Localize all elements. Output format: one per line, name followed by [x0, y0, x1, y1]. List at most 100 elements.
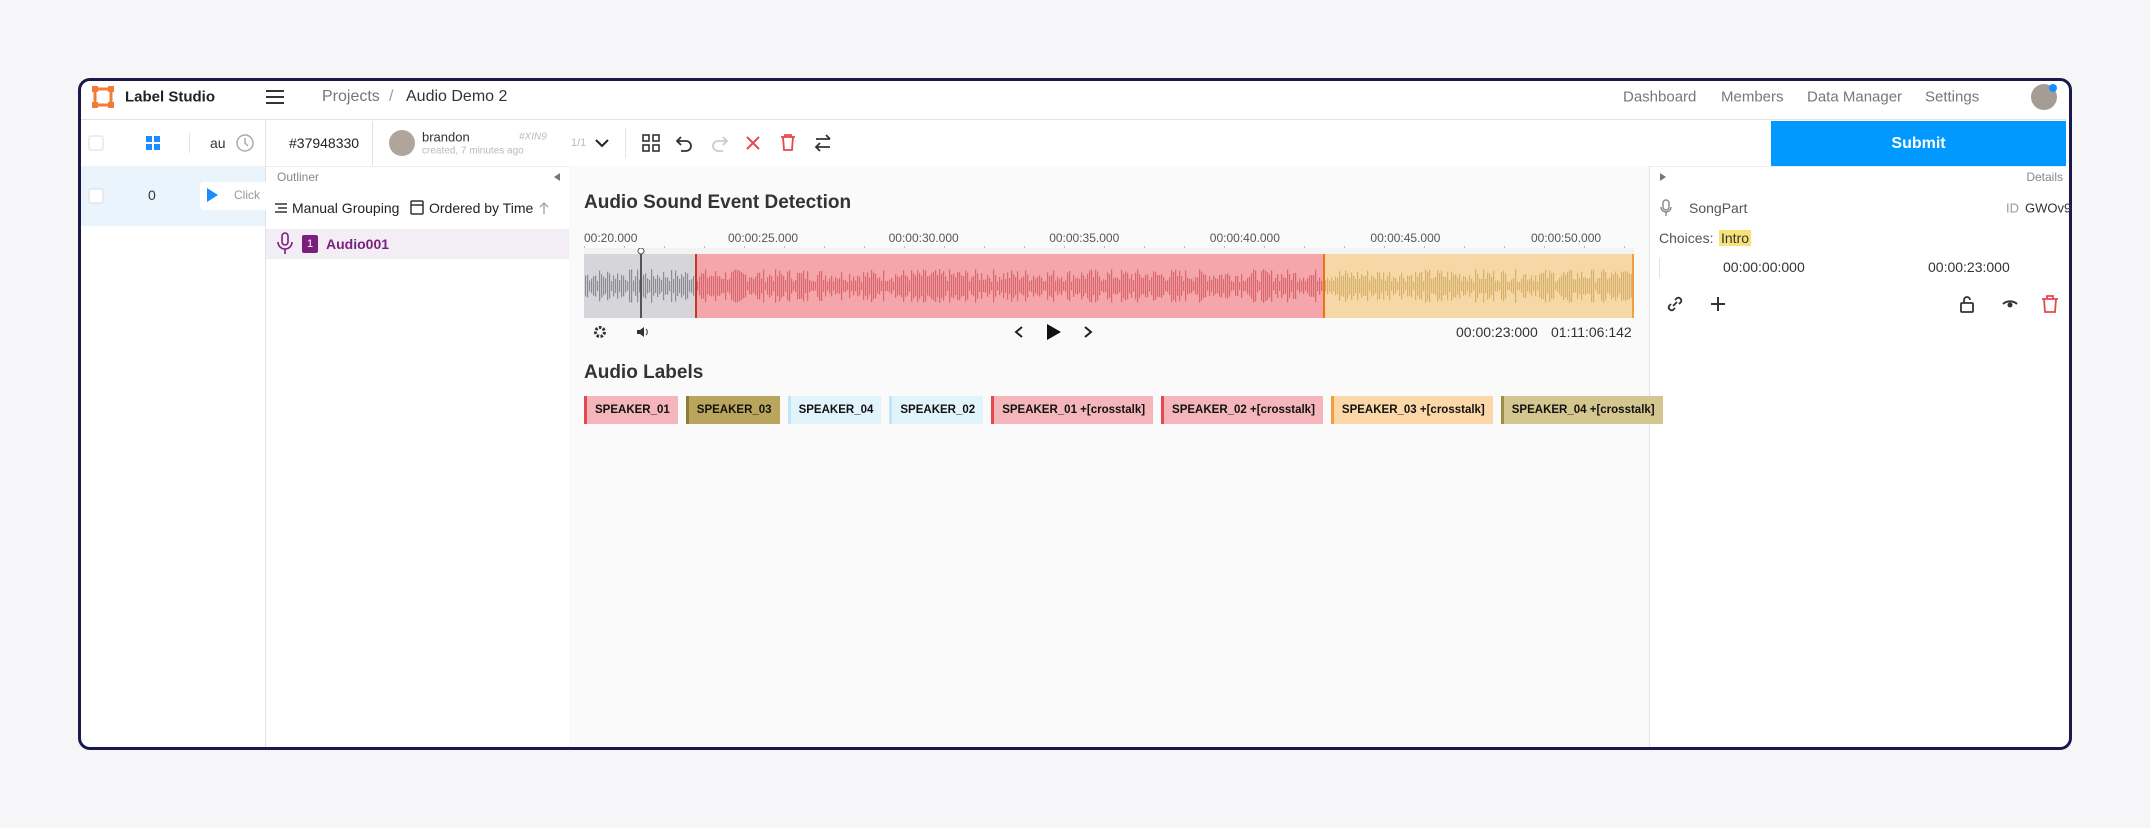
reset-button[interactable]	[745, 135, 761, 151]
wave-bar	[1421, 272, 1423, 300]
undo-button[interactable]	[675, 134, 693, 152]
label-chip[interactable]: SPEAKER_01	[584, 396, 678, 424]
nav-link[interactable]: Dashboard	[1623, 88, 1697, 106]
wave-bar	[1371, 275, 1373, 297]
menu-button[interactable]	[265, 89, 285, 105]
wave-bar	[1115, 277, 1117, 295]
submit-button[interactable]: Submit	[1771, 121, 2066, 166]
expand-button[interactable]	[1658, 172, 1668, 182]
region-end[interactable]: 00:00:23:000	[1928, 259, 2010, 275]
delete-button[interactable]	[780, 133, 796, 151]
label-chip[interactable]: SPEAKER_02 +[crosstalk]	[1161, 396, 1323, 424]
wave-bar	[1325, 280, 1327, 292]
wave-bar	[1219, 275, 1221, 297]
wave-bar	[1349, 277, 1351, 295]
wave-bar	[1339, 271, 1341, 301]
wave-bar	[1093, 277, 1095, 295]
wave-bar	[711, 275, 713, 297]
wave-bar	[1009, 278, 1011, 294]
label-chip[interactable]: SPEAKER_04	[787, 396, 882, 424]
nav-link[interactable]: Settings	[1925, 88, 1980, 106]
wave-bar	[1119, 279, 1121, 293]
play-icon[interactable]	[204, 187, 220, 203]
wave-bar	[1559, 277, 1561, 295]
region-start[interactable]: 00:00:00:000	[1723, 259, 1805, 275]
collapse-button[interactable]	[552, 172, 562, 182]
label-chip[interactable]: SPEAKER_02	[889, 396, 984, 424]
wave-bar	[663, 271, 665, 301]
label-list: SPEAKER_01 SPEAKER_03 SPEAKER_04 SPEAKER_02…	[584, 396, 1671, 424]
prev-button[interactable]	[1013, 325, 1025, 339]
wave-bar	[865, 276, 867, 296]
visibility-button[interactable]	[2000, 294, 2020, 314]
wave-bar	[1271, 270, 1273, 302]
wave-bar	[1467, 280, 1469, 292]
wave-bar	[1391, 281, 1393, 291]
wave-bar	[593, 276, 595, 296]
wave-bar	[751, 277, 753, 295]
grouping-button[interactable]: Manual Grouping	[292, 200, 400, 216]
wave-bar	[1177, 276, 1179, 296]
grid-view-button[interactable]	[145, 135, 161, 151]
wave-bar	[631, 269, 633, 303]
wave-bar	[1097, 271, 1099, 301]
wave-bar	[1625, 271, 1627, 301]
settings-button[interactable]	[593, 325, 607, 339]
wave-bar	[1385, 280, 1387, 292]
breadcrumb[interactable]: Projects	[322, 88, 380, 105]
checkbox[interactable]	[88, 135, 104, 151]
label-chip[interactable]: SPEAKER_03 +[crosstalk]	[1330, 396, 1493, 424]
wave-bar	[909, 280, 911, 292]
wave-bar	[1533, 280, 1535, 292]
annotation-dropdown[interactable]	[594, 136, 610, 150]
wave-bar	[1369, 280, 1371, 292]
play-button[interactable]	[1045, 323, 1063, 341]
sort-direction[interactable]	[537, 201, 551, 215]
label-chip[interactable]: SPEAKER_04 +[crosstalk]	[1500, 396, 1663, 424]
user-avatar[interactable]	[2030, 83, 2058, 111]
swap-button[interactable]	[814, 134, 832, 152]
wave-bar	[825, 275, 827, 297]
wave-bar	[1423, 280, 1425, 292]
checkbox[interactable]	[88, 188, 104, 204]
breadcrumb[interactable]: Audio Demo 2	[406, 88, 508, 105]
label-chip[interactable]: SPEAKER_03	[685, 396, 780, 424]
wave-bar	[1623, 272, 1625, 300]
wave-bar	[1225, 274, 1227, 298]
wave-bar	[1389, 272, 1391, 300]
wave-bar	[985, 279, 987, 293]
wave-bar	[1161, 274, 1163, 298]
lock-button[interactable]	[1957, 294, 1977, 314]
layout-button[interactable]	[642, 134, 660, 152]
wave-bar	[1377, 271, 1379, 301]
wave-bar	[875, 273, 877, 299]
next-button[interactable]	[1082, 325, 1094, 339]
wave-bar	[787, 271, 789, 301]
wave-bar	[1491, 276, 1493, 296]
ordering-button[interactable]: Ordered by Time	[429, 200, 534, 216]
wave-bar	[669, 280, 671, 292]
wave-bar	[811, 281, 813, 291]
add-button[interactable]	[1708, 294, 1728, 314]
wave-bar	[1185, 270, 1187, 302]
wave-bar	[697, 281, 699, 291]
delete-region-button[interactable]	[2041, 294, 2059, 314]
wave-bar	[1065, 280, 1067, 292]
wave-bar	[1401, 272, 1403, 300]
label-chip[interactable]: SPEAKER_01 +[crosstalk]	[991, 396, 1154, 424]
wave-bar	[899, 277, 901, 295]
region-label[interactable]: Audio001	[326, 236, 390, 252]
wave-bar	[1439, 273, 1441, 299]
wave-bar	[1343, 275, 1345, 297]
waveform[interactable]	[584, 248, 1634, 318]
wave-bar	[945, 276, 947, 296]
nav-link[interactable]: Members	[1721, 88, 1784, 106]
wave-bar	[1415, 271, 1417, 301]
volume-button[interactable]	[636, 326, 650, 338]
wave-bar	[823, 280, 825, 292]
redo-button[interactable]	[711, 134, 729, 152]
link-button[interactable]	[1665, 294, 1685, 314]
wave-bar	[813, 280, 815, 292]
nav-link[interactable]: Data Manager	[1807, 88, 1903, 106]
wave-bar	[1537, 281, 1539, 291]
